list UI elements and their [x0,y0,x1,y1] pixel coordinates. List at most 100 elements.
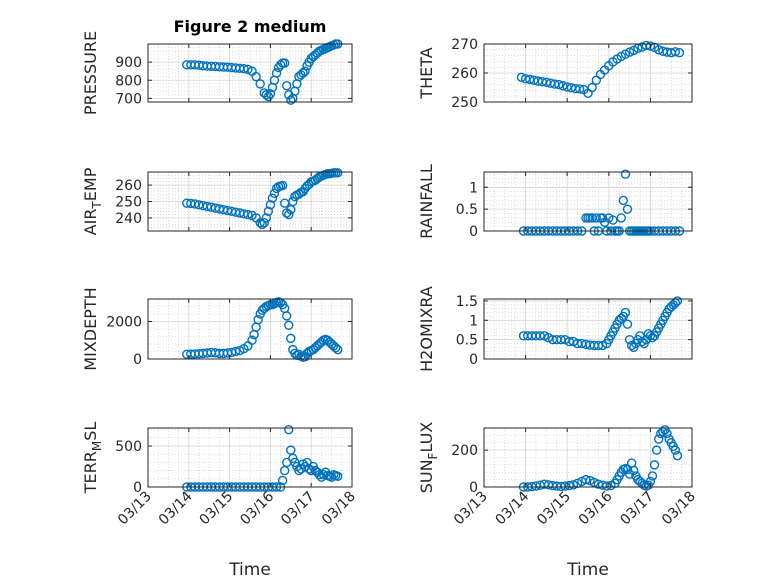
y-tick-label: 2000 [106,315,142,331]
y-tick-label: 250 [115,195,142,211]
x-tick-label: 03/15 [197,489,237,529]
data-point [608,215,618,225]
data-point [277,475,288,486]
x-tick-label: 03/17 [278,489,318,529]
data-point [574,84,585,94]
axes-box [483,427,693,488]
y-axis-label: TERRMSL [81,422,104,495]
minor-grid [484,299,692,360]
subplot-4: 0 0.5 1 RAINFALL [417,164,693,240]
y-axis-label: PRESSURE [81,31,100,115]
data-point [333,471,343,482]
y-tick-label: 0 [469,480,478,496]
data-point [231,346,241,357]
axes-box [147,43,353,103]
x-tick-label: 03/16 [576,488,616,528]
data-point [277,180,288,191]
y-axis-label: THETA [417,47,436,99]
y-tick-label: 0 [469,352,478,368]
x-axis-label: Time [566,560,609,580]
data-point [654,434,664,444]
axes-box [483,171,693,232]
data-point [645,41,656,51]
data-point [251,71,261,82]
data-point [326,472,337,482]
data-point [265,200,276,210]
data-point [265,89,276,99]
data-point [581,474,591,485]
data-point [622,204,633,214]
y-tick-label: 200 [451,443,478,459]
y-tick-label: 500 [115,439,142,455]
y-tick-label: 250 [451,95,478,111]
data-point [564,480,574,491]
data-point [616,213,626,223]
data-point [263,206,274,217]
data-point [587,82,597,93]
data-point [286,333,296,344]
data-point [662,428,672,439]
data-point [647,471,658,481]
data-point [279,58,290,68]
axes-box [483,298,693,360]
data-series [518,296,683,353]
data-point [618,195,629,206]
data-point [282,80,292,91]
y-tick-label: 240 [115,211,142,227]
x-tick-label: 03/18 [319,489,359,529]
data-point [672,450,683,461]
y-tick-label: 0.5 [456,333,478,349]
data-series [182,39,343,105]
x-tick-label: 03/15 [534,489,574,529]
data-point [247,335,257,345]
data-point [267,193,278,203]
data-point [649,460,660,470]
data-point [670,445,681,455]
data-point [284,424,294,435]
y-tick-label: 0 [469,224,478,240]
data-point [257,219,267,230]
chart-title: Figure 2 medium [174,17,327,36]
y-tick-label: 1 [469,180,478,196]
data-point [516,72,527,83]
data-point [620,169,631,179]
data-series [518,425,683,492]
data-point [239,63,249,74]
y-tick-label: 800 [115,73,142,89]
data-point [554,79,564,90]
y-tick-label: 260 [115,178,142,194]
data-point [288,196,298,207]
data-point [271,68,282,78]
x-tick-label: 03/18 [659,489,699,529]
data-point [591,213,602,223]
data-point [261,213,272,223]
y-tick-label: 0 [133,480,142,496]
data-point [672,296,683,306]
data-point [674,48,685,58]
y-axis-label: SUNFLUX [417,422,440,494]
data-point [622,319,633,329]
data-point [629,465,639,476]
data-point [318,470,329,480]
data-point [259,218,269,228]
y-tick-label: 700 [115,91,142,107]
data-point [298,459,308,469]
data-point [333,168,343,178]
axes-box [147,427,353,488]
data-point [535,331,545,341]
data-point [255,79,265,89]
data-point [651,445,662,455]
data-point [602,481,612,491]
data-point [263,91,274,102]
y-tick-label: 1 [469,313,478,329]
data-point [298,68,308,78]
y-tick-label: 1.5 [456,294,478,310]
x-tick-label: 03/16 [237,488,277,528]
data-point [282,311,292,321]
subplot-1: 700 800 900 PRESSURE Figure 2 medium [81,17,353,115]
data-point [269,188,280,199]
x-tick-label: 03/14 [493,488,533,528]
subplot-2: 250 260 270 THETA [417,37,693,111]
